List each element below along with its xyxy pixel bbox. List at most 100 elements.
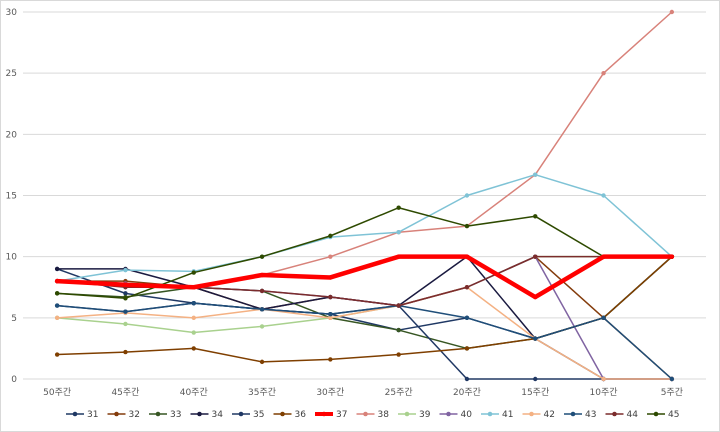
legend: 31 32 33 34 35 36 37 38 39 40 41 42 43 44 45	[66, 410, 679, 420]
legend-swatch-marker	[529, 411, 534, 417]
data-point	[328, 315, 333, 321]
data-point	[533, 376, 538, 382]
data-point	[533, 336, 538, 341]
legend-swatch-marker	[404, 411, 410, 417]
data-point	[601, 376, 606, 382]
y-tick-label: 25	[6, 69, 17, 79]
y-tick-label: 5	[11, 314, 17, 324]
x-tick-label: 15주간	[521, 387, 549, 398]
x-tick-label: 45주간	[111, 387, 139, 398]
series-line-41	[56, 173, 673, 282]
data-point	[191, 285, 196, 290]
data-point	[191, 315, 196, 321]
legend-swatch-marker	[487, 411, 493, 417]
legend-item-32: 32	[107, 410, 140, 420]
legend-label: 34	[212, 410, 224, 420]
legend-item-37: 37	[315, 410, 347, 420]
legend-label: 40	[461, 410, 473, 420]
data-point	[464, 223, 470, 229]
data-point	[123, 291, 128, 296]
legend-swatch-marker	[197, 411, 202, 417]
data-point	[601, 315, 606, 321]
x-tick-label: 30주간	[316, 387, 344, 398]
data-point	[396, 352, 401, 357]
legend-label: 44	[627, 410, 639, 420]
data-point	[54, 303, 60, 308]
x-tick-label: 10주간	[590, 387, 618, 398]
data-point	[259, 254, 265, 259]
data-point	[328, 357, 333, 362]
legend-label: 43	[585, 410, 596, 420]
legend-label: 36	[295, 410, 307, 420]
legend-swatch-marker	[612, 411, 617, 417]
data-point	[123, 267, 128, 273]
legend-label: 42	[544, 410, 555, 420]
data-point	[191, 330, 196, 335]
data-point	[533, 172, 538, 177]
data-point	[123, 321, 128, 327]
legend-swatch-marker	[114, 411, 119, 417]
legend-swatch-marker	[363, 411, 368, 417]
data-point	[396, 327, 401, 333]
legend-swatch-marker	[155, 411, 161, 417]
legend-swatch-marker	[570, 411, 576, 417]
series-43	[54, 300, 675, 382]
data-point	[328, 275, 333, 280]
data-point	[669, 9, 675, 15]
data-point	[464, 315, 470, 321]
data-point	[396, 230, 401, 235]
legend-item-42: 42	[522, 410, 555, 420]
legend-label: 33	[170, 410, 181, 420]
data-point	[533, 214, 538, 219]
data-point	[328, 311, 333, 317]
data-point	[123, 309, 128, 314]
data-point	[464, 376, 470, 382]
data-point	[123, 296, 128, 301]
legend-swatch-marker	[446, 411, 451, 417]
series-line-42	[56, 286, 673, 380]
data-point	[396, 303, 401, 308]
data-point	[54, 352, 60, 357]
data-point	[533, 254, 538, 259]
legend-item-38: 38	[356, 410, 390, 420]
x-tick-label: 25주간	[385, 387, 413, 398]
data-point	[464, 285, 470, 290]
x-axis: 50주간 45주간 40주간 35주간 30주간 25주간 20주간 15주간 10주간 5주간	[43, 387, 683, 398]
data-point	[601, 193, 606, 198]
legend-swatch-marker	[238, 411, 244, 417]
series-line-37	[54, 254, 675, 300]
data-point	[669, 376, 675, 382]
data-point	[259, 272, 265, 278]
data-point	[396, 254, 401, 259]
data-point	[123, 282, 128, 288]
series-42	[54, 285, 675, 382]
legend-swatch-marker	[72, 411, 78, 417]
data-point	[396, 205, 401, 210]
x-tick-label: 35주간	[248, 387, 276, 398]
series-44	[54, 254, 675, 308]
data-point	[259, 288, 265, 294]
legend-label: 38	[378, 410, 390, 420]
data-point	[464, 193, 470, 198]
data-point	[464, 254, 470, 259]
legend-label: 31	[87, 410, 98, 420]
x-tick-label: 40주간	[180, 387, 208, 398]
y-tick-label: 30	[6, 8, 18, 18]
data-point	[54, 291, 60, 296]
data-point	[533, 294, 538, 300]
data-point	[464, 346, 470, 351]
data-point	[601, 254, 606, 259]
legend-label: 39	[419, 410, 431, 420]
y-tick-label: 10	[6, 253, 18, 263]
data-point	[191, 270, 196, 275]
data-point	[328, 233, 333, 239]
series-38	[54, 9, 675, 290]
data-point	[669, 254, 675, 259]
legend-label: 37	[336, 410, 347, 420]
series-line-38	[56, 11, 673, 288]
data-point	[191, 346, 196, 351]
y-tick-label: 20	[6, 130, 18, 140]
legend-label: 45	[668, 410, 679, 420]
legend-label: 32	[129, 410, 140, 420]
